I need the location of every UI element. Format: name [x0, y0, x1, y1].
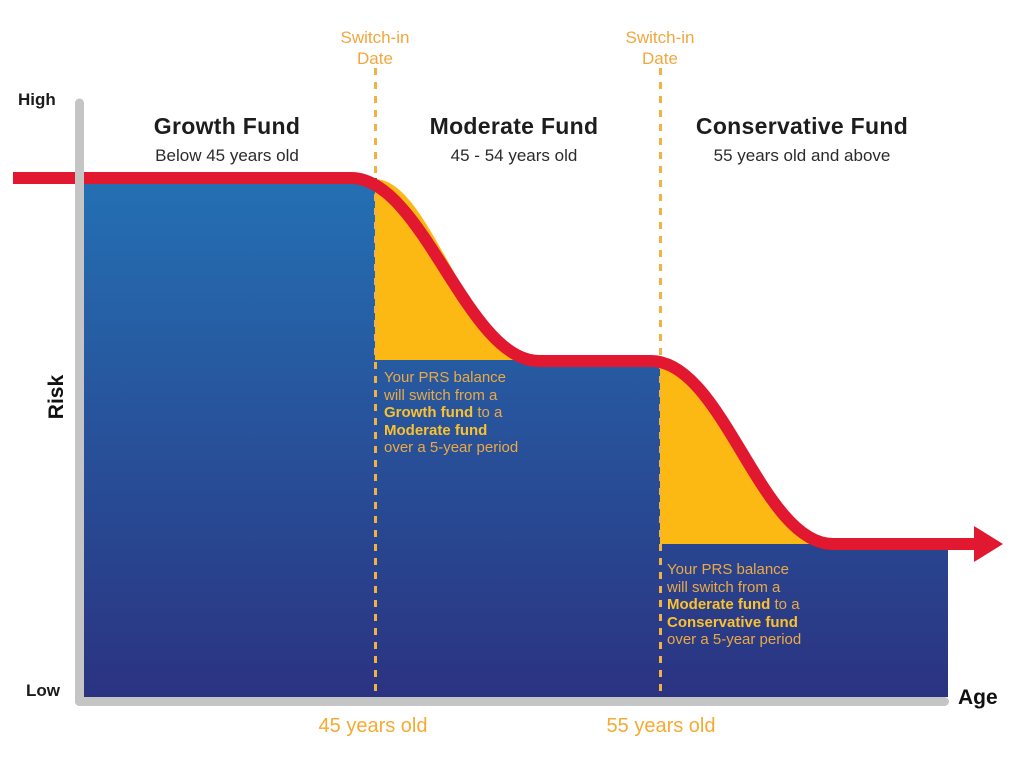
moderate-fund-age-range: 45 - 54 years old	[450, 146, 578, 165]
annotation-line: will switch from a	[667, 578, 781, 596]
growth-fund-title: Growth Fund	[153, 113, 301, 139]
growth-fund-age-range: Below 45 years old	[155, 146, 299, 165]
annotation-line: Growth fund to a	[384, 404, 503, 422]
annotation-line: Moderate fund to a	[667, 596, 800, 614]
moderate-fund-title: Moderate Fund	[429, 113, 599, 139]
section-growth-fund: Growth Fund Below 45 years old	[77, 113, 377, 166]
conservative-fund-age-range: 55 years old and above	[713, 146, 891, 165]
fund-balance-step-area	[84, 178, 948, 697]
switch-in-date-label-45: Switch-in Date	[340, 28, 410, 68]
y-axis-high-label: High	[18, 90, 56, 109]
annotation-line: Your PRS balance	[384, 369, 507, 386]
risk-glide-path-line	[13, 172, 976, 550]
annotation-line: over a 5-year period	[667, 631, 802, 649]
annotation-growth-to-moderate: Your PRS balance will switch from a Grow…	[384, 369, 569, 457]
annotation-line: over a 5-year period	[384, 439, 519, 457]
conservative-fund-title: Conservative Fund	[695, 113, 909, 139]
annotation-line: Conservative fund	[667, 613, 798, 631]
y-axis-low-label: Low	[26, 681, 60, 700]
age-tick-45: 45 years old	[318, 715, 428, 737]
x-axis-title: Age	[958, 686, 998, 709]
annotation-line: Your PRS balance	[667, 561, 790, 578]
annotation-line: Moderate fund	[384, 421, 488, 439]
risk-line-arrowhead-icon	[974, 526, 1003, 562]
annotation-line: will switch from a	[384, 386, 498, 404]
annotation-moderate-to-conservative: Your PRS balance will switch from a Mode…	[667, 561, 852, 649]
switch-in-date-label-55: Switch-in Date	[625, 28, 695, 68]
section-conservative-fund: Conservative Fund 55 years old and above	[652, 113, 952, 166]
section-moderate-fund: Moderate Fund 45 - 54 years old	[364, 113, 664, 166]
y-axis-title: Risk	[45, 374, 68, 420]
age-tick-55: 55 years old	[606, 715, 716, 737]
